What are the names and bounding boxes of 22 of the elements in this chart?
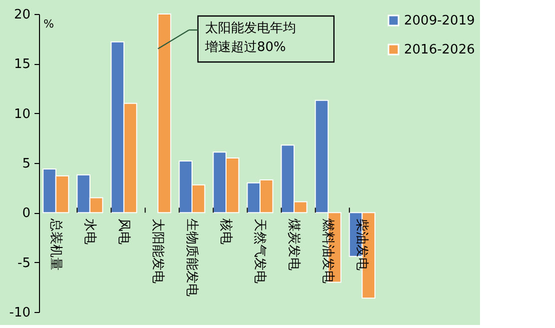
x-tick-label: 生物质能发电 <box>184 218 199 297</box>
legend-label: 2016-2026 <box>404 42 475 58</box>
y-tick-label: -10 <box>9 306 30 320</box>
x-tick-label: 水电 <box>82 218 97 245</box>
x-tick-label: 风电 <box>116 218 131 245</box>
y-tick-label: -5 <box>18 256 30 271</box>
x-tick-label: 煤炭发电 <box>286 218 302 271</box>
x-tick-label: 柴油发电 <box>354 218 370 271</box>
y-tick-label: 15 <box>14 57 30 72</box>
y-tick-label: 5 <box>22 156 30 172</box>
x-tick-label: 天然气发电 <box>252 218 268 284</box>
x-tick-label: 核电 <box>218 218 234 245</box>
x-tick-label: 总装机量 <box>48 218 63 271</box>
y-tick-label: 10 <box>14 106 30 122</box>
y-tick-label: 20 <box>14 8 30 22</box>
x-tick-label: 太阳能发电 <box>150 218 165 284</box>
x-tick-label: 燃料油发电 <box>320 218 336 284</box>
y-tick-label: 0 <box>22 206 30 222</box>
bar <box>157 14 172 214</box>
y-axis-title: % <box>44 18 54 30</box>
annotation: 太阳能发电年均增速超过80% <box>204 21 296 55</box>
legend-label: 2009-2019 <box>404 14 475 28</box>
